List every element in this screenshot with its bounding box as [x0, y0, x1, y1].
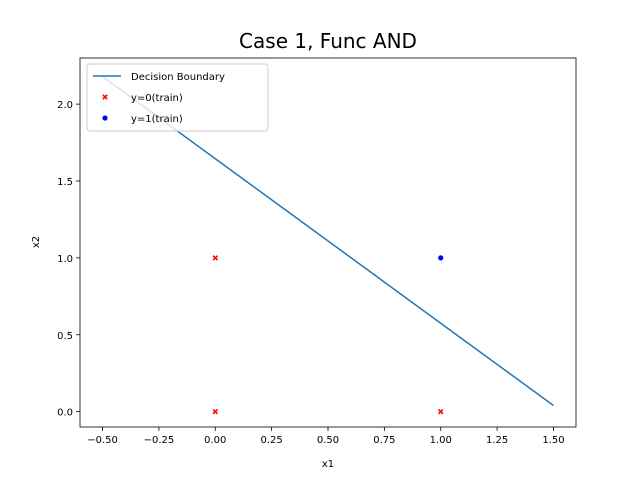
plot-frame: [79, 57, 577, 428]
legend-box: [86, 63, 269, 132]
x-axis-label: x1: [322, 459, 334, 470]
legend: Decision Boundary y=0(train) y=1(train): [86, 63, 269, 132]
legend-dot-marker: [102, 115, 108, 121]
x-tick-label-1: −0.25: [144, 435, 175, 446]
legend-entry-1: y=0(train): [131, 93, 183, 104]
y-tick-label-1: 0.5: [57, 331, 73, 342]
x-tick-label-4: 0.50: [317, 435, 339, 446]
x-tick-label-2: 0.00: [204, 435, 226, 446]
y1-train-point-0: [438, 255, 444, 261]
x-tick-label-6: 1.00: [430, 435, 452, 446]
y0-train-point-1: [212, 255, 219, 261]
y-tick-label-3: 1.5: [57, 177, 73, 188]
y-tick-label-0: 0.0: [57, 408, 73, 419]
x-tick-label-3: 0.25: [261, 435, 283, 446]
x-tick-label-0: −0.50: [87, 435, 118, 446]
y-tick-label-2: 1.0: [57, 254, 73, 265]
y0-train-point-0: [212, 408, 219, 415]
legend-entry-0: Decision Boundary: [131, 72, 225, 83]
x-tick-label-8: 1.50: [542, 435, 564, 446]
y-tick-label-4: 2.0: [57, 100, 73, 111]
x-tick-label-5: 0.75: [373, 435, 395, 446]
legend-entry-2: y=1(train): [131, 114, 183, 125]
y0-train-point-2: [437, 408, 444, 415]
y-axis-label: x2: [31, 236, 42, 248]
legend-x-marker: [102, 94, 108, 100]
chart-title: Case 1, Func AND: [239, 29, 417, 53]
x-tick-label-7: 1.25: [486, 435, 508, 446]
